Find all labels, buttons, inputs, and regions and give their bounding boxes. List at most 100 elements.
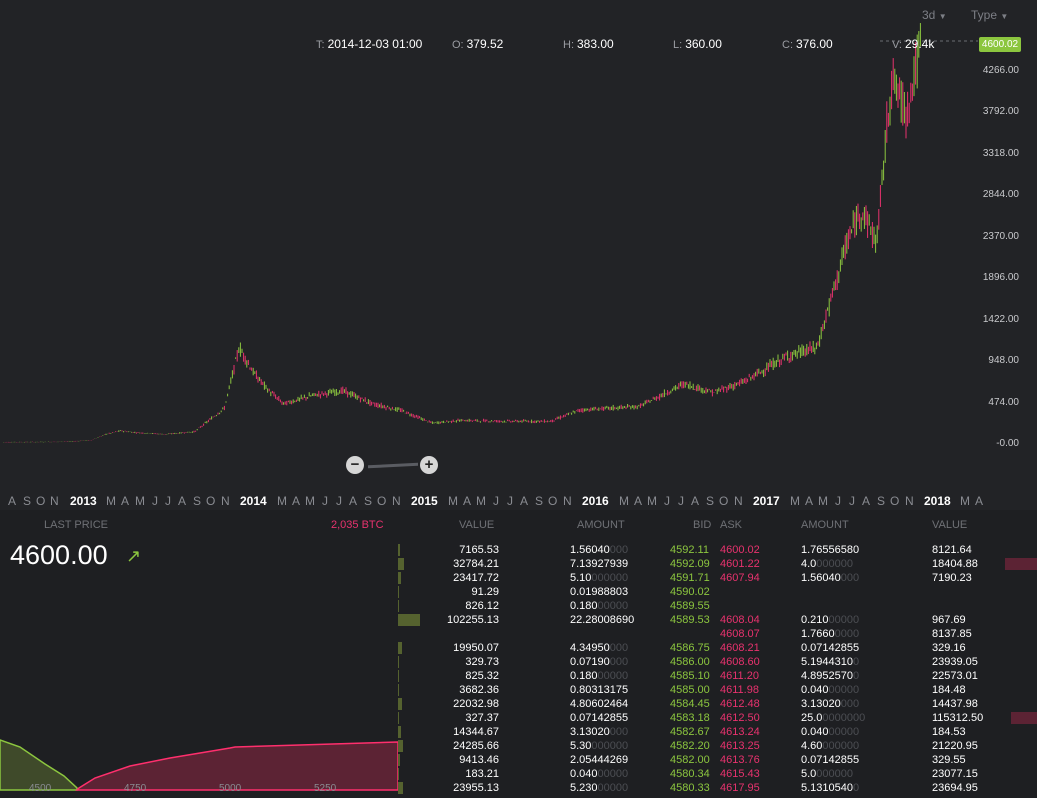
order-row[interactable]: 91.29 0.01988803 4590.02 bbox=[398, 585, 1037, 599]
y-tick-label: 3792.00 bbox=[982, 106, 1019, 117]
depth-axis: 4500 4750 5000 5250 bbox=[0, 783, 398, 797]
bid-value-text: 3682.36 bbox=[459, 684, 499, 696]
order-row[interactable]: 14344.67 3.13020000 4582.67 4613.24 0.040000… bbox=[398, 725, 1037, 739]
bid-price: 4585.00 bbox=[670, 683, 710, 697]
y-tick-label: 3318.00 bbox=[982, 148, 1019, 159]
ask-value: 329.16 bbox=[932, 641, 966, 655]
y-tick-label: 474.00 bbox=[988, 397, 1019, 408]
bid-value: 9413.46 bbox=[459, 753, 499, 767]
bid-price: 4586.75 bbox=[670, 641, 710, 655]
ask-amount: 1.76556580 bbox=[801, 543, 859, 557]
bid-amount: 3.13020000 bbox=[570, 725, 628, 739]
bid-value-text: 327.37 bbox=[465, 712, 499, 724]
ask-amount-text: 0.040 bbox=[801, 726, 829, 738]
order-row[interactable]: 24285.66 5.30000000 4582.20 4613.25 4.600000… bbox=[398, 739, 1037, 753]
order-row[interactable]: 183.21 0.04000000 4580.34 4615.43 5.0000000 2… bbox=[398, 767, 1037, 781]
bid-price-text: 4583.18 bbox=[670, 712, 710, 724]
bid-value-text: 7165.53 bbox=[459, 544, 499, 556]
bid-value: 826.12 bbox=[465, 599, 499, 613]
timeframe-selector[interactable]: 3d ▼ bbox=[922, 8, 947, 22]
ask-price: 4607.94 bbox=[720, 571, 760, 585]
bid-price: 4580.33 bbox=[670, 781, 710, 795]
x-tick-year: 2018 bbox=[924, 494, 951, 508]
order-row[interactable]: 825.32 0.18000000 4585.10 4611.20 4.89525700… bbox=[398, 669, 1037, 683]
price-chart-area[interactable]: 3d ▼ Type ▼ T: 2014-12-03 01:00 O: 379.52 … bbox=[0, 0, 1037, 510]
x-tick-label: M bbox=[818, 494, 828, 508]
ask-value-text: 184.53 bbox=[932, 726, 966, 738]
bid-value: 23955.13 bbox=[453, 781, 499, 795]
x-tick-year: 2017 bbox=[753, 494, 780, 508]
order-row[interactable]: 19950.07 4.34950000 4586.75 4608.21 0.071428… bbox=[398, 641, 1037, 655]
ask-price-text: 4607.94 bbox=[720, 572, 760, 584]
ask-amount-text: 0.07142855 bbox=[801, 754, 860, 766]
order-row[interactable]: 23417.72 5.10000000 4591.71 4607.94 1.560400… bbox=[398, 571, 1037, 585]
order-row[interactable]: 22032.98 4.80602464 4584.45 4612.48 3.130200… bbox=[398, 697, 1037, 711]
bid-amount-text: 0.01988803 bbox=[570, 586, 629, 598]
bid-price: 4582.20 bbox=[670, 739, 710, 753]
order-row[interactable]: 9413.46 2.05444269 4582.00 4613.76 0.0714285… bbox=[398, 753, 1037, 767]
ask-price-text: 4612.50 bbox=[720, 712, 760, 724]
order-row[interactable]: 7165.53 1.56040000 4592.11 4600.02 1.7655658… bbox=[398, 543, 1037, 557]
ask-value-text: 22573.01 bbox=[932, 670, 978, 682]
time-axis[interactable]: A S O N 2013 M A M J J A S O N 2014 M A … bbox=[0, 492, 1037, 510]
bid-amount-text: 7.13927939 bbox=[570, 558, 629, 570]
order-row[interactable]: 826.12 0.18000000 4589.55 bbox=[398, 599, 1037, 613]
ask-price: 4611.20 bbox=[720, 669, 759, 683]
bid-value-text: 32784.21 bbox=[453, 558, 499, 570]
ask-value-text: 8137.85 bbox=[932, 628, 972, 640]
bid-value-text: 9413.46 bbox=[459, 754, 499, 766]
order-row[interactable]: 327.37 0.07142855 4583.18 4612.50 25.0000000… bbox=[398, 711, 1037, 725]
bid-volume-bar bbox=[398, 782, 403, 794]
ask-value-text: 23694.95 bbox=[932, 782, 978, 794]
ask-price-text: 4612.48 bbox=[720, 698, 760, 710]
ask-amount: 3.13020000 bbox=[801, 697, 859, 711]
x-tick-label: J bbox=[152, 494, 158, 508]
x-tick-label: A bbox=[349, 494, 358, 508]
bid-volume-bar bbox=[398, 572, 401, 584]
ask-price-text: 4613.24 bbox=[720, 726, 760, 738]
depth-chart[interactable] bbox=[0, 720, 398, 798]
zoom-control[interactable]: − + bbox=[346, 456, 440, 476]
x-tick-label: O bbox=[548, 494, 558, 508]
ask-amount-padding: 000000 bbox=[816, 558, 854, 570]
order-row[interactable]: 32784.21 7.13927939 4592.09 4601.22 4.000000… bbox=[398, 557, 1037, 571]
bid-amount: 2.05444269 bbox=[570, 753, 628, 767]
bid-volume-bar bbox=[398, 740, 403, 752]
ask-amount-padding: 0 bbox=[853, 782, 860, 794]
bid-volume-bar bbox=[398, 614, 420, 626]
order-row[interactable]: 329.73 0.07190000 4586.00 4608.60 5.19443100… bbox=[398, 655, 1037, 669]
zoom-slider[interactable] bbox=[368, 462, 418, 469]
zoom-in-button[interactable]: + bbox=[420, 456, 438, 474]
order-row[interactable]: 3682.36 0.80313175 4585.00 4611.98 0.0400000… bbox=[398, 683, 1037, 697]
x-tick-label: A bbox=[8, 494, 17, 508]
ask-value-text: 18404.88 bbox=[932, 558, 978, 570]
ask-amount-text: 0.040 bbox=[801, 684, 829, 696]
chart-type-selector[interactable]: Type ▼ bbox=[971, 8, 1009, 22]
bid-amount: 4.34950000 bbox=[570, 641, 628, 655]
ask-amount-text: 1.76556580 bbox=[801, 544, 860, 556]
ask-amount-text: 5.0 bbox=[801, 768, 817, 780]
caret-down-icon: ▼ bbox=[1000, 12, 1009, 21]
depth-tick-label: 5250 bbox=[314, 783, 337, 794]
order-row[interactable]: 23955.13 5.23000000 4580.33 4617.95 5.131054… bbox=[398, 781, 1037, 795]
ask-price-text: 4611.20 bbox=[720, 670, 759, 682]
order-row[interactable]: 102255.13 22.28008690 4589.53 4608.04 0.2100… bbox=[398, 613, 1037, 627]
bid-value-text: 23955.13 bbox=[453, 782, 499, 794]
ask-price: 4608.21 bbox=[720, 641, 760, 655]
bid-price: 4592.11 bbox=[670, 543, 709, 557]
ask-amount: 0.04000000 bbox=[801, 725, 859, 739]
order-row[interactable]: 4608.07 1.76600000 8137.85 bbox=[398, 627, 1037, 641]
ask-price-text: 4600.02 bbox=[720, 544, 760, 556]
x-tick-label: A bbox=[178, 494, 187, 508]
x-tick-label: O bbox=[206, 494, 216, 508]
bid-volume-bar bbox=[398, 754, 400, 766]
ask-amount-padding: 0 bbox=[853, 656, 860, 668]
bid-value: 32784.21 bbox=[453, 557, 499, 571]
bid-amount-text: 5.10 bbox=[570, 572, 592, 584]
bid-value-text: 329.73 bbox=[465, 656, 499, 668]
price-chart[interactable] bbox=[0, 0, 1037, 490]
order-book: VALUE AMOUNT BID ASK AMOUNT VALUE 7165.5… bbox=[398, 510, 1037, 798]
zoom-out-button[interactable]: − bbox=[346, 456, 364, 474]
ask-amount: 1.56040000 bbox=[801, 571, 859, 585]
ask-price-text: 4613.76 bbox=[720, 754, 760, 766]
